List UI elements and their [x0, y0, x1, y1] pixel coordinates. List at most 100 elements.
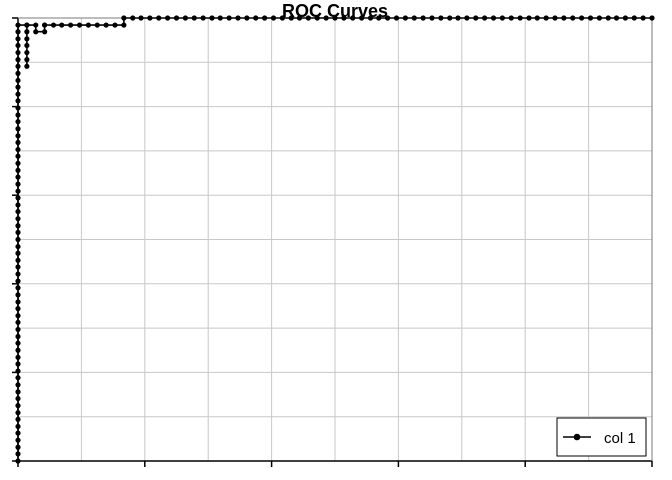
series-0-point-104 [279, 15, 285, 21]
series-0-point-46 [15, 139, 21, 146]
series-0-point-111 [341, 15, 347, 21]
series-0-point-22 [15, 306, 21, 312]
series-0-point-129 [499, 15, 505, 21]
series-0-point-61 [15, 36, 21, 42]
series-0-point-29 [15, 257, 21, 263]
series-0-point-108 [314, 15, 320, 21]
series-0-point-72 [33, 22, 39, 28]
series-0-point-76 [42, 22, 48, 28]
series-layer [15, 15, 655, 464]
series-0-point-54 [15, 84, 21, 90]
series-0-point-20 [15, 319, 21, 325]
series-0-point-87 [130, 15, 136, 21]
series-0-point-81 [85, 22, 91, 28]
series-0-point-82 [94, 22, 100, 28]
series-0-point-145 [640, 15, 646, 21]
series-0-point-103 [270, 15, 277, 21]
series-0-point-132 [526, 15, 532, 21]
series-0-point-113 [359, 15, 365, 21]
series-0-point-63 [15, 22, 21, 28]
series-0-point-96 [209, 15, 215, 21]
series-0-point-142 [613, 15, 620, 21]
series-0-point-27 [15, 271, 21, 277]
series-0-point-83 [103, 22, 109, 28]
series-0-point-112 [350, 15, 356, 21]
series-0-point-116 [385, 15, 391, 21]
series-0-point-134 [543, 15, 549, 21]
series-0-point-78 [59, 22, 65, 28]
series-0-point-42 [15, 167, 21, 173]
series-0-point-65 [24, 63, 30, 69]
series-0-point-49 [15, 119, 21, 125]
series-0-point-109 [323, 15, 329, 21]
series-0-point-101 [253, 15, 259, 21]
legend-label-col-1: col 1 [604, 430, 636, 447]
series-0-point-41 [15, 174, 21, 180]
series-0-point-62 [15, 29, 21, 35]
series-0-point-124 [455, 15, 461, 21]
series-0-point-43 [15, 160, 21, 166]
series-0-point-57 [15, 63, 21, 69]
series-0-point-120 [420, 15, 426, 21]
series-0-point-121 [429, 15, 435, 21]
series-0-point-71 [24, 22, 30, 28]
series-0-point-74 [42, 29, 48, 35]
series-0-point-12 [15, 375, 21, 381]
series-0-point-110 [332, 15, 338, 21]
series-0-point-137 [570, 15, 576, 21]
series-0-point-24 [15, 292, 21, 298]
series-0-point-118 [402, 15, 408, 21]
series-0-point-21 [15, 313, 21, 319]
series-0-point-30 [15, 250, 21, 256]
series-0-point-119 [411, 15, 417, 21]
series-0-point-85 [121, 22, 127, 28]
series-0-point-5 [15, 423, 21, 430]
series-0-point-56 [15, 70, 21, 76]
series-0-point-32 [15, 236, 21, 243]
series-0-point-79 [68, 22, 74, 28]
series-0-point-70 [24, 29, 30, 35]
series-0-point-69 [24, 36, 30, 42]
series-0-point-53 [15, 91, 21, 97]
series-0-point-15 [15, 354, 21, 360]
series-0-point-35 [15, 216, 21, 222]
series-0-point-31 [15, 243, 21, 250]
series-0-point-90 [156, 15, 162, 21]
series-0-point-86 [121, 15, 127, 21]
series-0-point-34 [15, 223, 21, 229]
series-0-point-4 [15, 430, 21, 436]
series-0-point-84 [112, 22, 118, 28]
series-0-point-0 [15, 458, 21, 464]
series-0-point-122 [438, 15, 444, 21]
series-0-point-89 [147, 15, 153, 21]
series-0-point-7 [15, 410, 21, 416]
series-0-point-67 [24, 49, 30, 56]
series-0-point-136 [561, 15, 567, 21]
series-0-point-130 [508, 15, 514, 21]
series-0-point-73 [33, 29, 39, 35]
series-0-point-3 [15, 437, 21, 443]
series-0-point-125 [464, 15, 470, 21]
series-0-point-38 [15, 195, 21, 201]
series-0-point-2 [15, 444, 21, 450]
series-0-point-59 [15, 49, 21, 56]
series-0-point-10 [15, 389, 21, 395]
series-0-point-100 [244, 15, 250, 21]
series-0-point-17 [15, 340, 21, 346]
series-0-point-55 [15, 77, 21, 84]
series-0-point-102 [262, 15, 268, 21]
series-0-point-88 [138, 15, 144, 21]
series-0-point-28 [15, 264, 21, 270]
series-0-point-107 [305, 15, 311, 21]
series-0-point-115 [376, 15, 382, 21]
series-0-point-133 [534, 15, 540, 21]
series-0-point-77 [50, 22, 57, 28]
series-0-point-51 [15, 105, 21, 111]
series-0-point-117 [393, 15, 400, 21]
series-0-point-98 [226, 15, 232, 21]
series-0-point-144 [631, 15, 637, 21]
series-0-point-33 [15, 229, 21, 236]
series-0-point-93 [182, 15, 188, 21]
series-0-point-126 [473, 15, 479, 21]
